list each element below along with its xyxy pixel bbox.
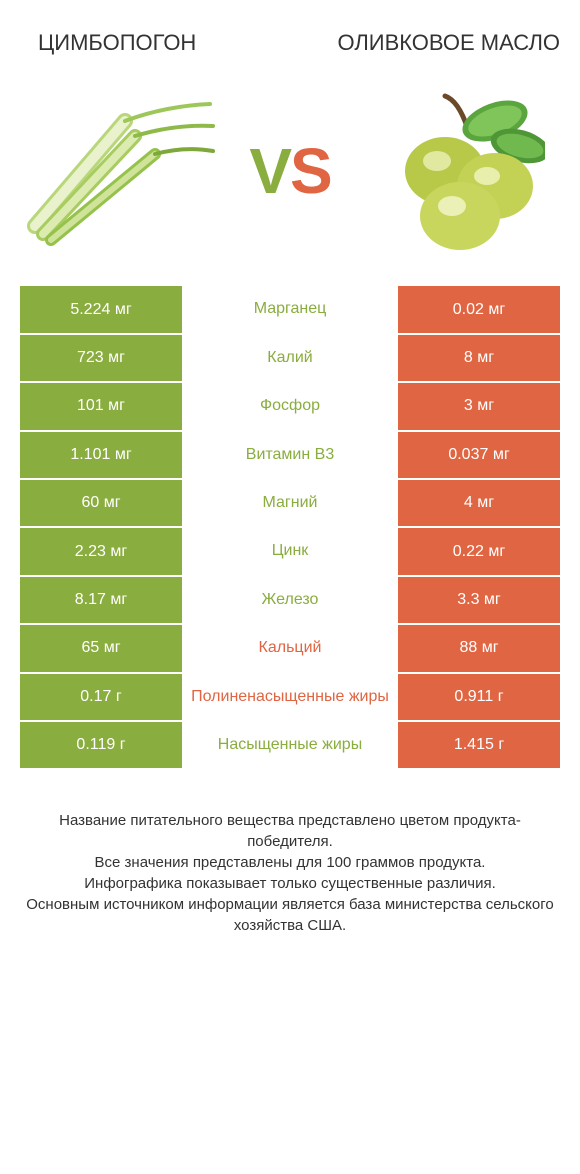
left-value: 5.224 мг (20, 286, 182, 332)
nutrient-label: Кальций (182, 625, 398, 671)
table-row: 1.101 мгВитамин B30.037 мг (20, 432, 560, 480)
right-value: 0.02 мг (398, 286, 560, 332)
nutrient-label: Калий (182, 335, 398, 381)
table-row: 101 мгФосфор3 мг (20, 383, 560, 431)
table-row: 8.17 мгЖелезо3.3 мг (20, 577, 560, 625)
right-value: 0.911 г (398, 674, 560, 720)
nutrient-label: Цинк (182, 528, 398, 574)
nutrient-label: Витамин B3 (182, 432, 398, 478)
nutrient-label: Насыщенные жиры (182, 722, 398, 768)
footnote-text: Название питательного вещества представл… (20, 810, 560, 936)
right-value: 0.22 мг (398, 528, 560, 574)
left-value: 1.101 мг (20, 432, 182, 478)
right-value: 0.037 мг (398, 432, 560, 478)
nutrient-table: 5.224 мгМарганец0.02 мг723 мгКалий8 мг10… (20, 286, 560, 770)
olives-icon (360, 91, 560, 251)
table-row: 60 мгМагний4 мг (20, 480, 560, 528)
right-value: 8 мг (398, 335, 560, 381)
table-row: 65 мгКальций88 мг (20, 625, 560, 673)
infographic-container: ЦИМБОПОГОН ОЛИВКОВОЕ МАСЛО VS (0, 0, 580, 946)
nutrient-label: Марганец (182, 286, 398, 332)
left-value: 0.17 г (20, 674, 182, 720)
nutrient-label: Полиненасыщенные жиры (182, 674, 398, 720)
right-value: 1.415 г (398, 722, 560, 768)
right-value: 88 мг (398, 625, 560, 671)
right-value: 3 мг (398, 383, 560, 429)
titles-row: ЦИМБОПОГОН ОЛИВКОВОЕ МАСЛО (20, 30, 560, 56)
nutrient-label: Фосфор (182, 383, 398, 429)
nutrient-label: Магний (182, 480, 398, 526)
left-value: 0.119 г (20, 722, 182, 768)
vs-v-letter: V (249, 135, 290, 207)
table-row: 0.17 гПолиненасыщенные жиры0.911 г (20, 674, 560, 722)
right-value: 3.3 мг (398, 577, 560, 623)
left-value: 8.17 мг (20, 577, 182, 623)
left-value: 65 мг (20, 625, 182, 671)
table-row: 723 мгКалий8 мг (20, 335, 560, 383)
vs-label: VS (249, 134, 330, 208)
images-row: VS (20, 86, 560, 256)
left-value: 60 мг (20, 480, 182, 526)
left-value: 723 мг (20, 335, 182, 381)
vs-s-letter: S (290, 135, 331, 207)
table-row: 5.224 мгМарганец0.02 мг (20, 286, 560, 334)
table-row: 0.119 гНасыщенные жиры1.415 г (20, 722, 560, 770)
nutrient-label: Железо (182, 577, 398, 623)
left-value: 101 мг (20, 383, 182, 429)
table-row: 2.23 мгЦинк0.22 мг (20, 528, 560, 576)
right-value: 4 мг (398, 480, 560, 526)
right-product-title: ОЛИВКОВОЕ МАСЛО (290, 30, 560, 56)
lemongrass-icon (20, 91, 220, 251)
left-product-title: ЦИМБОПОГОН (20, 30, 290, 56)
left-value: 2.23 мг (20, 528, 182, 574)
